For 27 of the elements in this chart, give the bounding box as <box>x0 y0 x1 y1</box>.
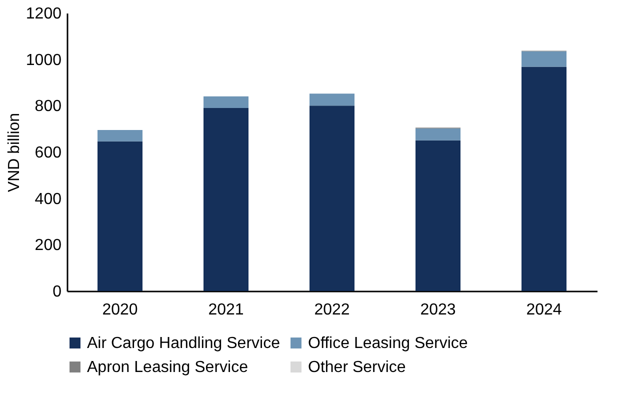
x-tick-label: 2022 <box>314 302 350 318</box>
x-tick-label: 2024 <box>526 302 562 318</box>
bar <box>98 130 142 142</box>
bar <box>310 106 354 291</box>
bar <box>416 140 460 291</box>
x-tick-label: 2023 <box>420 302 456 318</box>
y-tick-label: 400 <box>34 190 62 208</box>
y-tick-label: 600 <box>34 144 62 162</box>
legend-label: Air Cargo Handling Service <box>87 335 280 352</box>
legend-label: Office Leasing Service <box>308 335 468 352</box>
y-tick-label: 1200 <box>26 6 62 22</box>
x-tick-label: 2021 <box>208 302 244 318</box>
bar <box>98 141 142 291</box>
bar <box>522 51 566 67</box>
bar <box>310 94 354 106</box>
legend-label: Other Service <box>308 359 406 376</box>
x-tick-label: 2020 <box>102 302 138 318</box>
legend-label: Apron Leasing Service <box>87 359 248 376</box>
y-axis-title: VND billion <box>6 112 23 192</box>
y-tick-label: 0 <box>52 284 62 300</box>
bar <box>416 128 460 140</box>
bar <box>204 96 248 108</box>
bar <box>522 66 566 291</box>
bar <box>204 108 248 291</box>
y-tick-label: 1000 <box>26 52 62 69</box>
y-tick-label: 200 <box>34 237 62 254</box>
y-tick-label: 800 <box>34 98 62 116</box>
